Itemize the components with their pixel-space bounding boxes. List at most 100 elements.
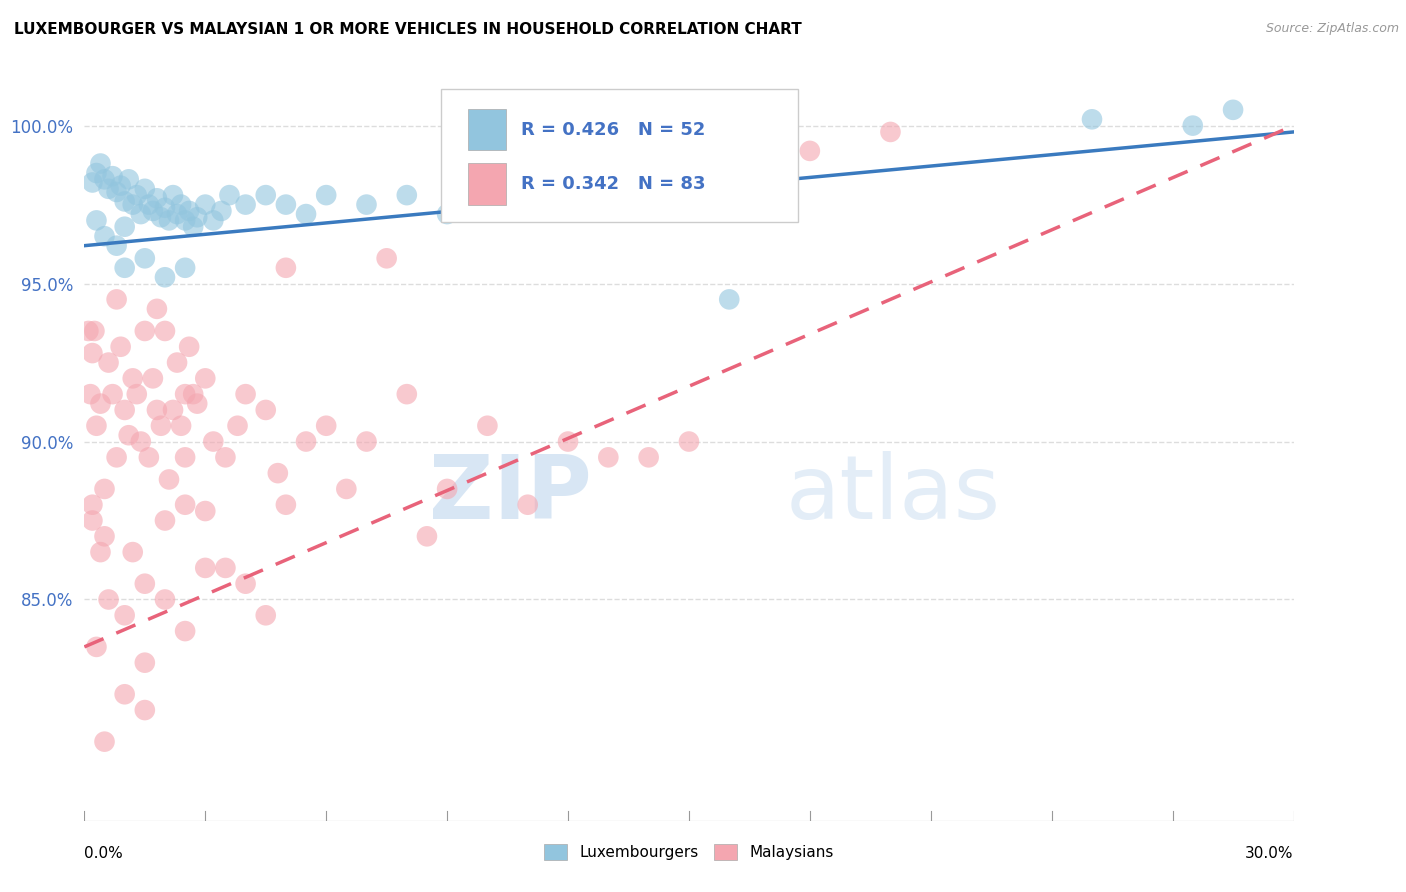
Point [194, 561, 217, 575]
Point [202, 213, 225, 227]
Point [209, 203, 232, 218]
Point [315, 188, 337, 202]
Point [477, 418, 499, 433]
Point [101, 387, 124, 401]
Point [179, 203, 201, 218]
Point [181, 387, 204, 401]
Point [134, 182, 156, 196]
Point [315, 418, 337, 433]
Point [1222, 103, 1244, 117]
Point [254, 403, 277, 417]
Point [274, 498, 297, 512]
Point [516, 498, 538, 512]
Point [174, 213, 197, 227]
Point [89, 156, 111, 170]
Point [114, 608, 136, 623]
Point [142, 371, 165, 385]
Point [114, 687, 136, 701]
Point [226, 418, 249, 433]
Point [138, 197, 160, 211]
Point [356, 197, 378, 211]
Text: R = 0.426   N = 52: R = 0.426 N = 52 [520, 120, 706, 138]
Point [134, 656, 156, 670]
Point [86, 213, 108, 227]
Point [93, 529, 115, 543]
Point [149, 418, 172, 433]
Point [678, 434, 700, 449]
Point [134, 252, 156, 266]
Point [105, 185, 128, 199]
Text: atlas: atlas [786, 451, 1001, 538]
Point [114, 403, 136, 417]
Point [97, 182, 120, 196]
Point [89, 545, 111, 559]
Point [153, 592, 176, 607]
Point [254, 608, 277, 623]
Point [79, 387, 101, 401]
Point [138, 450, 160, 465]
Point [235, 197, 257, 211]
Text: Source: ZipAtlas.com: Source: ZipAtlas.com [1265, 22, 1399, 36]
FancyBboxPatch shape [441, 89, 797, 221]
Point [436, 482, 458, 496]
Point [153, 514, 176, 528]
Point [153, 324, 176, 338]
Point [162, 403, 184, 417]
Point [153, 201, 176, 215]
Point [254, 188, 277, 202]
Point [125, 188, 148, 202]
Point [82, 514, 104, 528]
Point [82, 176, 104, 190]
Point [395, 387, 418, 401]
Point [93, 229, 115, 244]
Point [77, 324, 100, 338]
Point [174, 498, 197, 512]
Point [416, 529, 439, 543]
Point [194, 197, 217, 211]
Point [101, 169, 124, 183]
Point [146, 403, 169, 417]
Point [194, 371, 217, 385]
Point [134, 576, 156, 591]
Point [142, 203, 165, 218]
Text: 0.0%: 0.0% [84, 846, 124, 861]
Point [186, 211, 208, 225]
Point [170, 197, 193, 211]
Point [186, 396, 208, 410]
Point [598, 450, 620, 465]
Point [149, 211, 172, 225]
Point [153, 270, 176, 285]
Point [82, 498, 104, 512]
Bar [468, 109, 506, 151]
Point [105, 293, 128, 307]
Point [295, 434, 318, 449]
Text: 30.0%: 30.0% [1246, 846, 1294, 861]
Point [218, 188, 240, 202]
Point [436, 207, 458, 221]
Legend: Luxembourgers, Malaysians: Luxembourgers, Malaysians [538, 838, 839, 866]
Point [83, 324, 105, 338]
Point [202, 434, 225, 449]
Point [146, 301, 169, 316]
Point [274, 260, 297, 275]
Point [125, 387, 148, 401]
Point [214, 450, 236, 465]
Point [157, 472, 180, 486]
Point [637, 450, 659, 465]
Point [174, 260, 197, 275]
Point [181, 219, 204, 234]
Point [799, 144, 821, 158]
Point [235, 387, 257, 401]
Point [356, 434, 378, 449]
Text: LUXEMBOURGER VS MALAYSIAN 1 OR MORE VEHICLES IN HOUSEHOLD CORRELATION CHART: LUXEMBOURGER VS MALAYSIAN 1 OR MORE VEHI… [14, 22, 801, 37]
Point [162, 188, 184, 202]
Point [134, 703, 156, 717]
Point [1181, 119, 1204, 133]
Point [134, 324, 156, 338]
Point [89, 396, 111, 410]
Bar [468, 163, 506, 205]
Point [110, 178, 132, 193]
Point [194, 504, 217, 518]
Point [274, 197, 297, 211]
Point [86, 166, 108, 180]
